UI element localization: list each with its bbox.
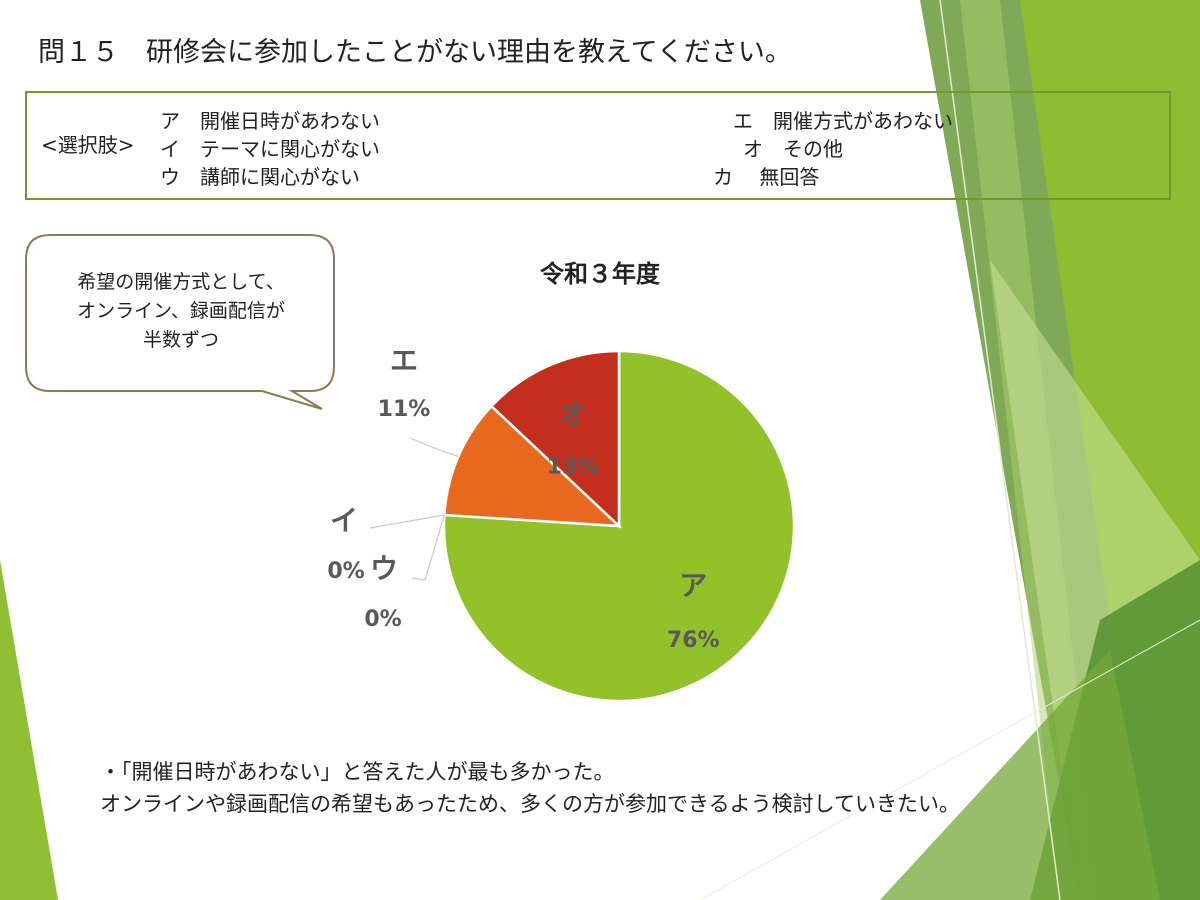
choice-text: 講師に関心がない: [200, 165, 360, 189]
choice-key: オ: [743, 137, 763, 161]
choice-text: その他: [783, 137, 843, 161]
choice-text: 開催方式があわない: [773, 109, 953, 133]
choice-text: テーマに関心がない: [200, 137, 380, 161]
chart-title: 令和３年度: [540, 260, 661, 288]
callout-line: 半数ずつ: [142, 329, 219, 351]
slice-value-3: 11%: [378, 397, 431, 422]
choice-a: ア 開催日時があわない: [160, 105, 380, 134]
callout-bubble: [25, 234, 335, 410]
slice-label-2: ウ: [370, 552, 398, 585]
leader-line-2: [411, 514, 445, 581]
slice-label-3: エ: [390, 344, 418, 377]
choice-key: カ: [713, 165, 733, 189]
callout-line: オンライン、録画配信が: [77, 300, 285, 322]
choice-u: ウ 講師に関心がない: [160, 161, 360, 190]
choice-key: ウ: [160, 165, 180, 189]
choices-box: <選択肢> ア 開催日時があわない イ テーマに関心がない ウ 講師に関心がない…: [25, 91, 1171, 200]
choice-e: エ 開催方式があわない: [733, 105, 953, 134]
slice-label-1: イ: [330, 504, 358, 537]
callout-text: 希望の開催方式として、 オンライン、録画配信が 半数ずつ: [38, 268, 324, 355]
slice-label-0: ア: [679, 569, 707, 602]
choice-key: エ: [733, 109, 753, 133]
leader-line-3: [409, 437, 459, 458]
slice-value-4: 13%: [547, 454, 600, 479]
choice-key: イ: [160, 137, 180, 161]
choice-text: 開催日時があわない: [200, 109, 380, 133]
choices-label: <選択肢>: [41, 133, 135, 157]
callout-line: 希望の開催方式として、: [77, 271, 285, 293]
choice-i: イ テーマに関心がない: [160, 133, 380, 162]
slice-value-2: 0%: [364, 607, 401, 632]
summary: ・「開催日時があわない」と答えた人が最も多かった。 オンラインや録画配信の希望も…: [100, 756, 960, 820]
slice-value-1: 0%: [327, 559, 364, 584]
pie-slice-4: [489, 349, 621, 529]
slice-label-4: オ: [559, 397, 587, 430]
summary-line-2: オンラインや録画配信の希望もあったため、多くの方が参加できるよう検討していきたい…: [100, 792, 960, 816]
leader-line-1: [369, 514, 445, 529]
choice-o: オ その他: [743, 133, 843, 162]
choice-key: ア: [160, 109, 180, 133]
choice-text: 無回答: [759, 165, 820, 189]
choice-ka: カ 無回答: [713, 161, 819, 190]
pie-slice-3: [443, 404, 623, 528]
slice-value-0: 76%: [667, 628, 720, 653]
page-title: 問１５ 研修会に参加したことがない理由を教えてください。: [38, 37, 792, 68]
summary-line-1: ・「開催日時があわない」と答えた人が最も多かった。: [100, 760, 615, 784]
